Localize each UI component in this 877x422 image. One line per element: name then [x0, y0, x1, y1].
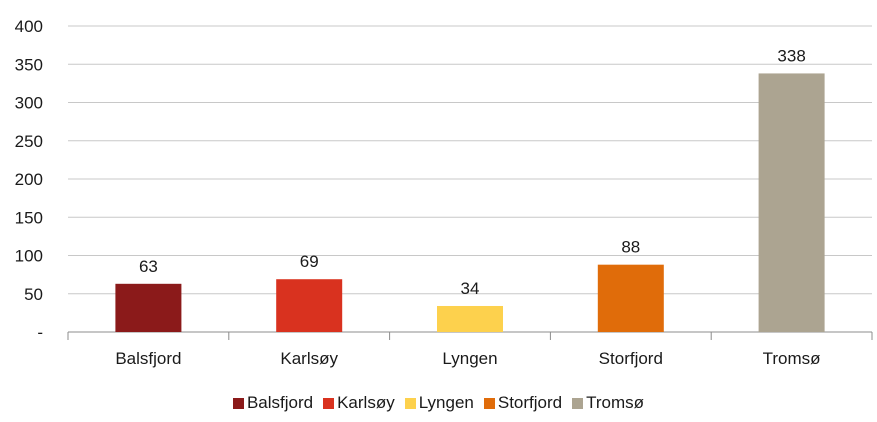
- y-tick-label: 100: [15, 247, 43, 266]
- y-tick-label: 150: [15, 208, 43, 227]
- data-label: 69: [300, 252, 319, 271]
- x-tick-label: Lyngen: [442, 349, 497, 368]
- data-label: 338: [777, 46, 805, 65]
- y-tick-label: 50: [24, 285, 43, 304]
- data-label: 63: [139, 257, 158, 276]
- legend-label: Tromsø: [586, 393, 645, 412]
- y-tick-label: 250: [15, 132, 43, 151]
- x-tick-label: Karlsøy: [280, 349, 338, 368]
- x-tick-label: Balsfjord: [115, 349, 181, 368]
- legend-item: Tromsø: [572, 393, 644, 413]
- x-tick-label: Storfjord: [599, 349, 663, 368]
- y-tick-label: 400: [15, 17, 43, 36]
- data-label: 88: [621, 238, 640, 257]
- legend-label: Storfjord: [497, 393, 563, 412]
- legend-item: Storfjord: [483, 393, 563, 413]
- legend-item: Karlsøy: [323, 393, 395, 413]
- legend-swatch: [483, 397, 495, 409]
- y-tick-label: 350: [15, 55, 43, 74]
- legend-item: Balsfjord: [232, 393, 314, 413]
- bar-karlsøy: [276, 279, 343, 332]
- bar-lyngen: [437, 305, 503, 332]
- data-label: 34: [461, 279, 480, 298]
- legend-swatch: [232, 397, 244, 409]
- legend-item: Lyngen: [404, 393, 474, 413]
- bar-tromsø: [758, 73, 825, 333]
- legend-label: Lyngen: [418, 393, 474, 412]
- bar-balsfjord: [115, 283, 182, 332]
- y-tick-label: -: [37, 323, 43, 342]
- legend-label: Balsfjord: [246, 393, 314, 412]
- x-tick-label: Tromsø: [763, 349, 821, 368]
- y-tick-label: 200: [15, 170, 43, 189]
- y-tick-label: 300: [15, 94, 43, 113]
- legend-swatch: [572, 397, 584, 409]
- legend-label: Karlsøy: [337, 393, 395, 412]
- bar-storfjord: [597, 264, 664, 332]
- legend-swatch: [323, 397, 335, 409]
- chart-legend: Balsfjord Karlsøy Lyngen Storfjord Tromsø: [0, 393, 877, 413]
- legend-swatch: [404, 397, 416, 409]
